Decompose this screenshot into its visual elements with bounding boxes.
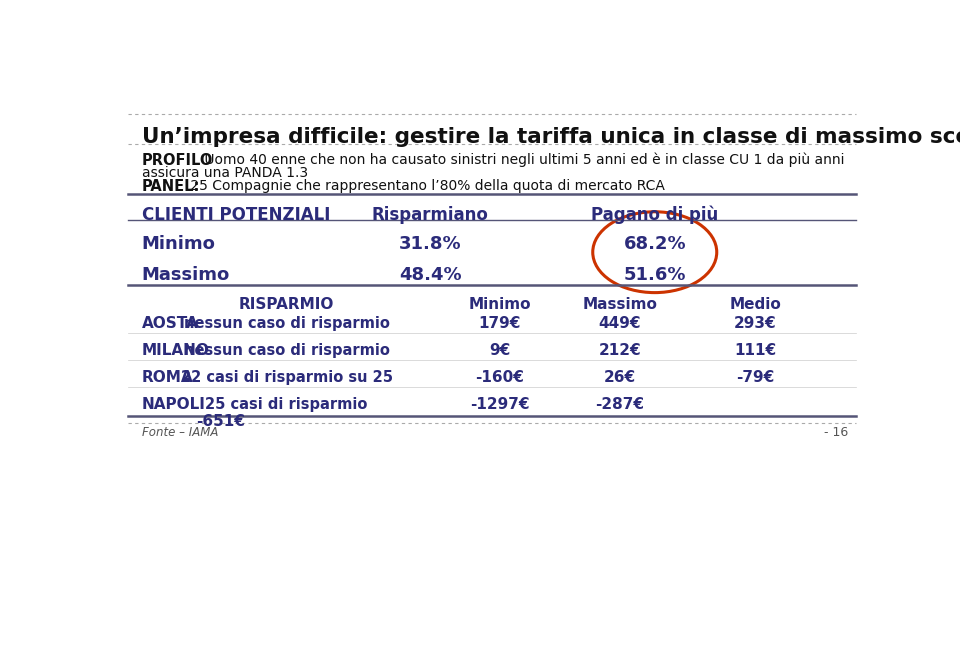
Text: ROMA: ROMA <box>142 370 193 385</box>
Text: PANEL:: PANEL: <box>142 179 200 194</box>
Text: 111€: 111€ <box>734 343 777 358</box>
Text: Pagano di più: Pagano di più <box>591 206 718 224</box>
Text: 9€: 9€ <box>490 343 511 358</box>
Text: MILANO: MILANO <box>142 343 209 358</box>
Text: CLIENTI POTENZIALI: CLIENTI POTENZIALI <box>142 206 330 224</box>
Text: Minimo: Minimo <box>468 297 531 312</box>
Text: -1297€: -1297€ <box>470 397 530 412</box>
Text: Medio: Medio <box>730 297 781 312</box>
Text: nessun caso di risparmio: nessun caso di risparmio <box>183 316 390 331</box>
Text: assicura una PANDA 1.3: assicura una PANDA 1.3 <box>142 166 308 180</box>
Text: -287€: -287€ <box>595 397 644 412</box>
Text: -79€: -79€ <box>736 370 775 385</box>
Text: 26€: 26€ <box>604 370 636 385</box>
Text: - 16: - 16 <box>825 426 849 439</box>
Text: 25 casi di risparmio: 25 casi di risparmio <box>205 397 368 412</box>
Text: 25 Compagnie che rappresentano l’80% della quota di mercato RCA: 25 Compagnie che rappresentano l’80% del… <box>186 179 664 193</box>
Text: Risparmiano: Risparmiano <box>372 206 489 224</box>
Text: -651€: -651€ <box>196 414 245 429</box>
Text: RISPARMIO: RISPARMIO <box>239 297 334 312</box>
Text: Minimo: Minimo <box>142 235 216 253</box>
Text: nessun caso di risparmio: nessun caso di risparmio <box>183 343 390 358</box>
Text: 22 casi di risparmio su 25: 22 casi di risparmio su 25 <box>180 370 393 385</box>
Text: Fonte – IAMA: Fonte – IAMA <box>142 426 218 439</box>
Text: 212€: 212€ <box>599 343 641 358</box>
Text: 51.6%: 51.6% <box>623 266 686 284</box>
Text: 31.8%: 31.8% <box>398 235 462 253</box>
Text: AOSTA: AOSTA <box>142 316 199 331</box>
Text: PROFILO: PROFILO <box>142 153 213 168</box>
Text: 179€: 179€ <box>479 316 521 331</box>
Text: Massimo: Massimo <box>583 297 658 312</box>
Text: Un’impresa difficile: gestire la tariffa unica in classe di massimo sconto: Un’impresa difficile: gestire la tariffa… <box>142 126 960 146</box>
Text: 68.2%: 68.2% <box>623 235 686 253</box>
Text: Massimo: Massimo <box>142 266 230 284</box>
Text: NAPOLI: NAPOLI <box>142 397 205 412</box>
Text: 293€: 293€ <box>734 316 777 331</box>
Text: -160€: -160€ <box>475 370 524 385</box>
Text: 48.4%: 48.4% <box>398 266 462 284</box>
Text: Uomo 40 enne che non ha causato sinistri negli ultimi 5 anni ed è in classe CU 1: Uomo 40 enne che non ha causato sinistri… <box>200 153 845 167</box>
Text: 449€: 449€ <box>599 316 641 331</box>
